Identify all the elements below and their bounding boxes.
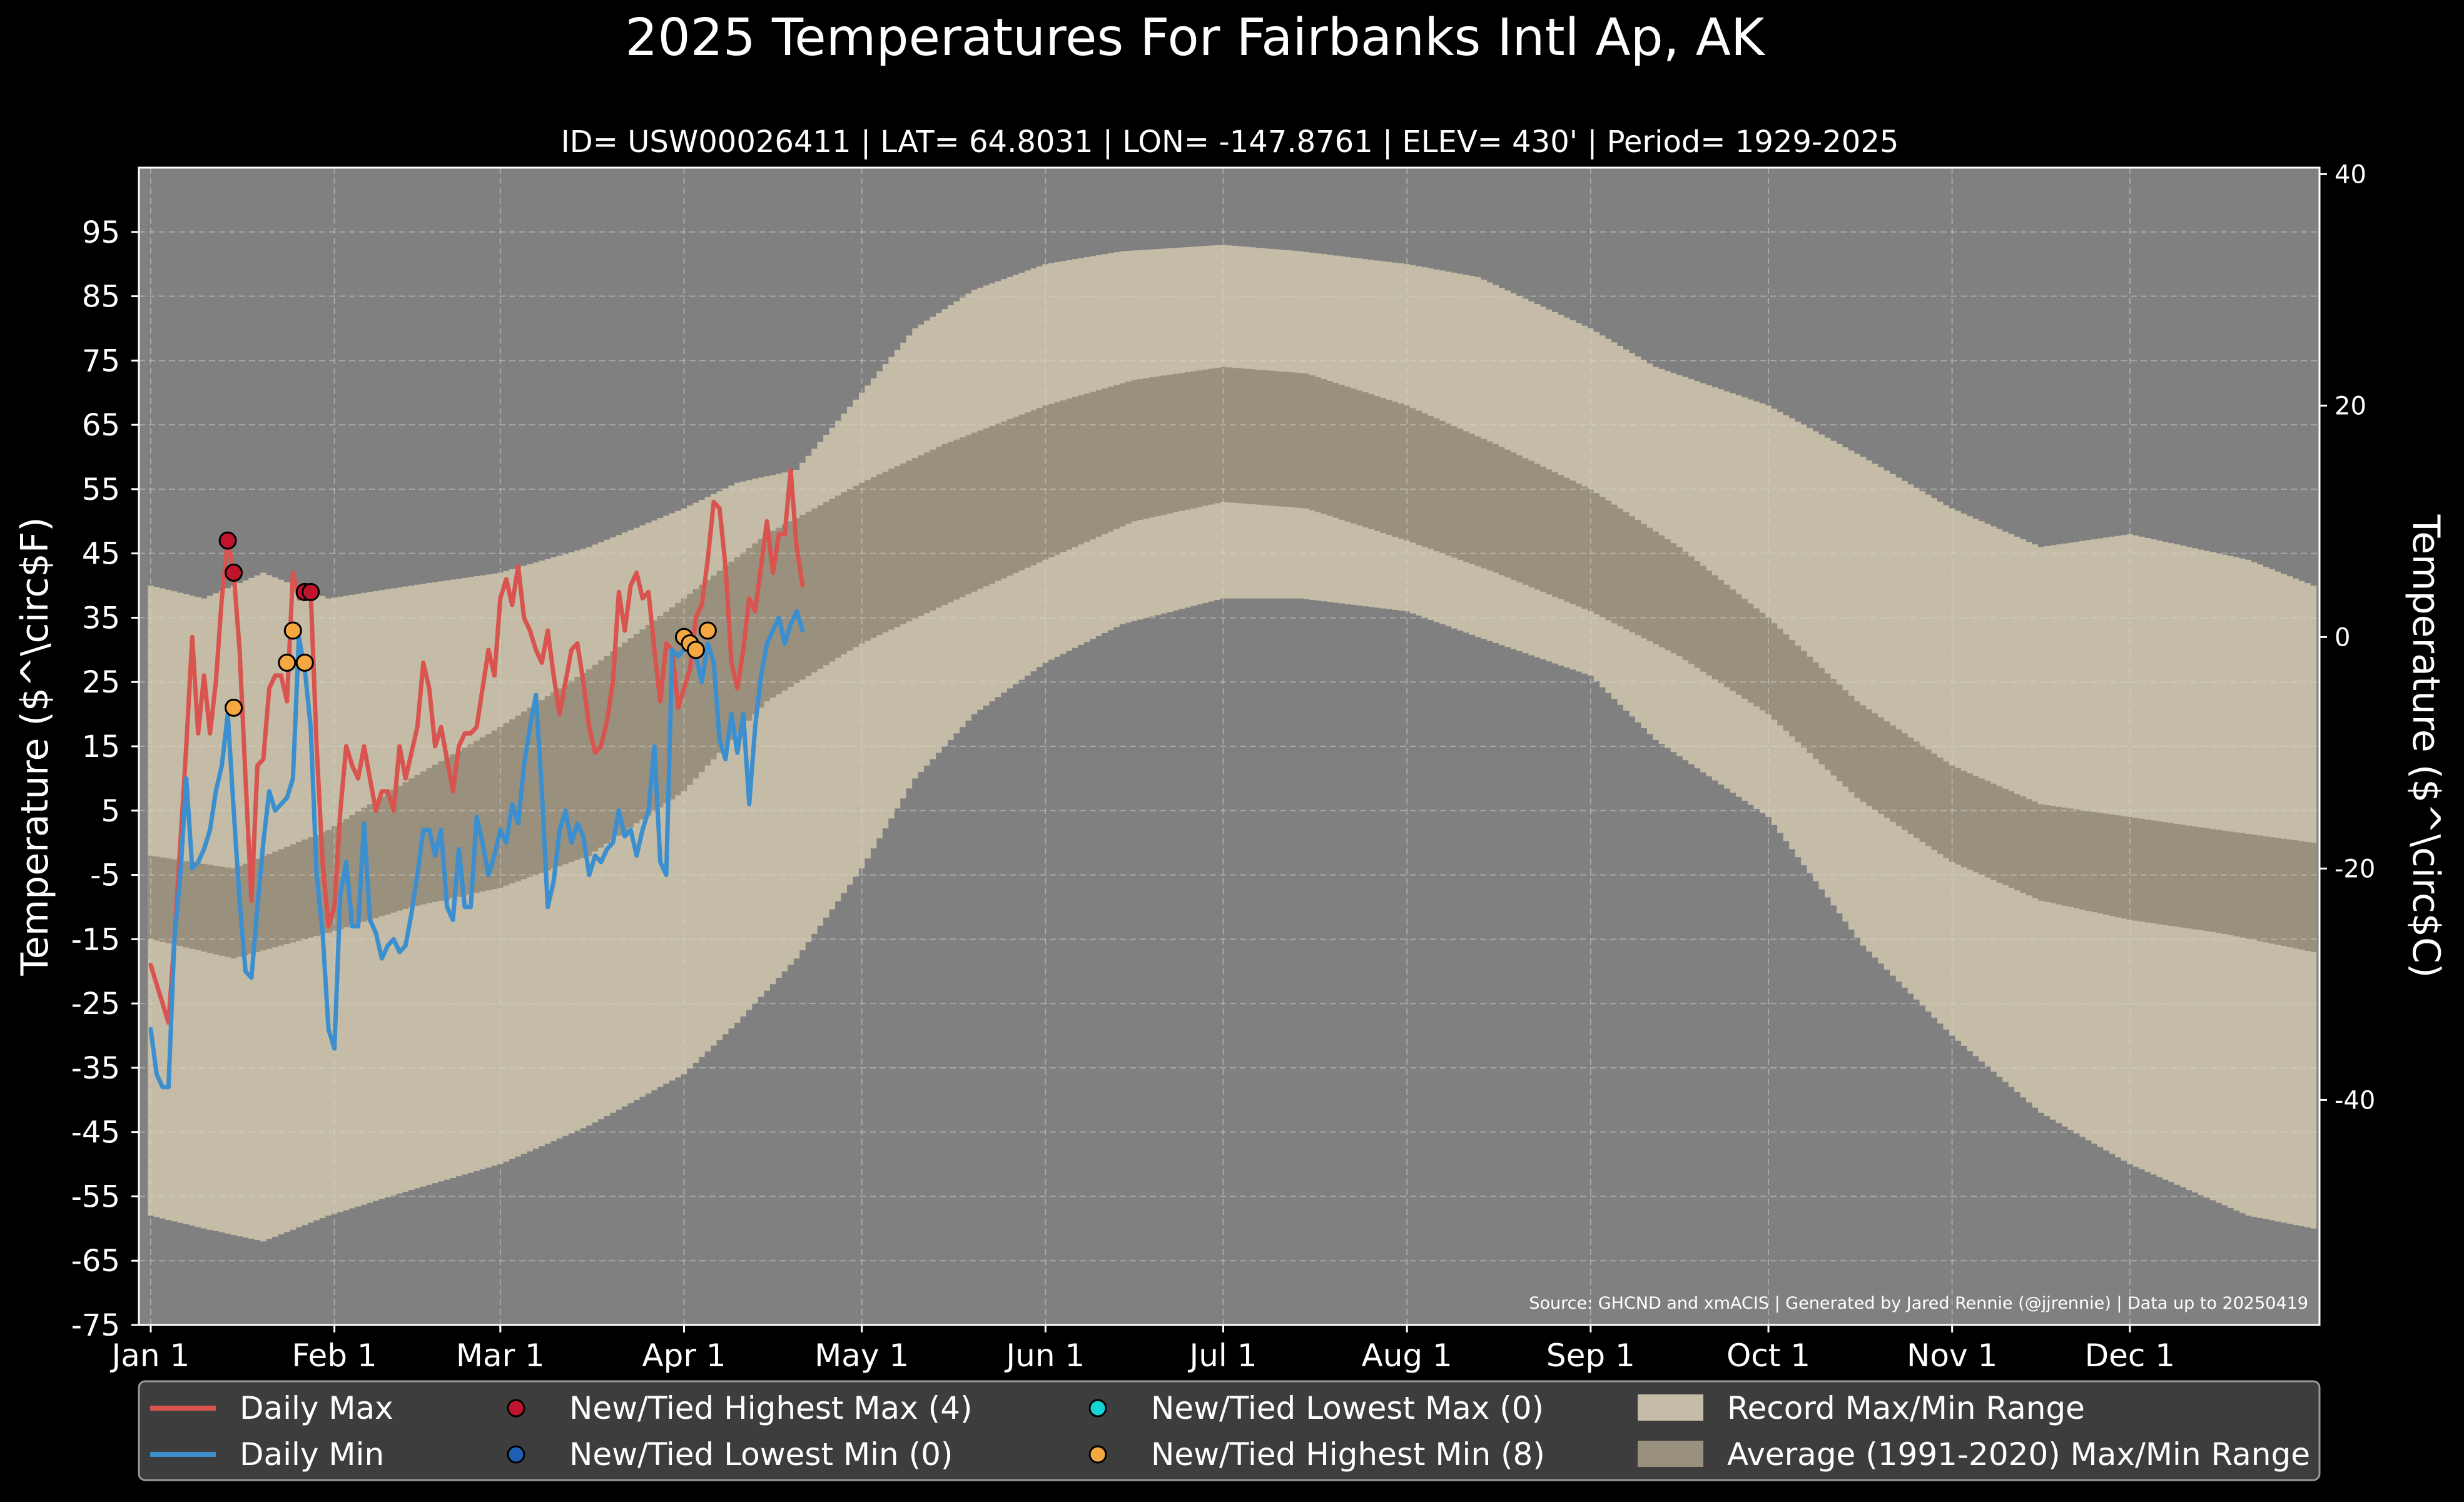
record-marker <box>225 564 243 582</box>
x-tick-label: Oct 1 <box>1726 1337 1810 1374</box>
legend-swatch-dot <box>507 1399 525 1418</box>
y-tick-label: 5 <box>101 794 120 829</box>
y-tick-label: 85 <box>82 280 120 315</box>
x-tick-label: Aug 1 <box>1362 1337 1453 1374</box>
legend-label: Average (1991-2020) Max/Min Range <box>1727 1436 2310 1473</box>
average-range-band <box>148 367 2317 959</box>
x-tick-label: Jul 1 <box>1188 1337 1257 1374</box>
legend-swatch-dot <box>1088 1399 1107 1418</box>
legend-box <box>138 1380 2321 1481</box>
x-tick-label: Apr 1 <box>642 1337 726 1374</box>
y-axis-title: Temperature ($^\circ$F) <box>13 517 57 976</box>
record-marker <box>218 531 237 550</box>
axes: -75-65-55-45-35-25-15-551525354555657585… <box>13 160 2448 1374</box>
x-tick-label: Feb 1 <box>292 1337 377 1374</box>
y-tick-label: 55 <box>82 472 120 507</box>
record-marker <box>302 582 320 601</box>
legend-label: Daily Max <box>240 1390 393 1426</box>
x-tick-label: Jan 1 <box>110 1337 190 1374</box>
legend-label: Record Max/Min Range <box>1727 1390 2085 1426</box>
y-right-tick-label: 0 <box>2335 623 2350 652</box>
legend-label: New/Tied Highest Max (4) <box>569 1390 973 1426</box>
record-marker <box>686 641 705 659</box>
y-tick-label: -15 <box>71 922 120 957</box>
y-right-tick-label: -40 <box>2335 1086 2375 1115</box>
record-marker <box>225 698 243 717</box>
legend-swatch-dot <box>1088 1445 1107 1464</box>
y-tick-label: -65 <box>71 1244 120 1279</box>
chart-title: 2025 Temperatures For Fairbanks Intl Ap,… <box>625 8 1766 68</box>
y-tick-label: -75 <box>71 1308 120 1343</box>
record-marker <box>283 621 302 640</box>
x-tick-label: Jun 1 <box>1004 1337 1085 1374</box>
record-marker <box>295 653 314 672</box>
y-tick-label: 75 <box>82 343 120 378</box>
daily-max-line <box>148 467 805 1025</box>
legend-swatch-dot <box>507 1445 525 1464</box>
plot-area: Source: GHCND and xmACIS | Generated by … <box>139 168 2320 1325</box>
y-tick-label: 95 <box>82 215 120 250</box>
y-tick-label: -55 <box>71 1179 120 1214</box>
legend-label: New/Tied Lowest Max (0) <box>1151 1390 1544 1426</box>
chart-subtitle: ID= USW00026411 | LAT= 64.8031 | LON= -1… <box>561 124 1899 160</box>
x-tick-label: May 1 <box>814 1337 909 1374</box>
legend-swatch-patch <box>1638 1394 1703 1421</box>
y-right-tick-label: 40 <box>2335 160 2366 189</box>
legend-label: Daily Min <box>240 1436 384 1473</box>
y-right-tick-label: -20 <box>2335 855 2375 883</box>
y-tick-label: -45 <box>71 1115 120 1150</box>
legend: Daily Max Daily Min New/Tied Highest Max (… <box>138 1380 2321 1481</box>
legend-swatch-patch <box>1638 1441 1703 1467</box>
x-tick-label: Mar 1 <box>456 1337 545 1374</box>
source-note: Source: GHCND and xmACIS | Generated by … <box>1529 1294 2308 1313</box>
x-tick-label: Nov 1 <box>1907 1337 1997 1374</box>
y-tick-label: 25 <box>82 665 120 700</box>
y-tick-label: 35 <box>82 601 120 636</box>
legend-label: New/Tied Lowest Min (0) <box>569 1436 953 1473</box>
y-right-axis-title: Temperature ($^\circ$C) <box>2404 514 2448 978</box>
record-marker <box>698 621 717 640</box>
y-right-tick-label: 20 <box>2335 392 2366 420</box>
legend-label: New/Tied Highest Min (8) <box>1151 1436 1545 1473</box>
record-range-band <box>148 245 2317 1242</box>
y-tick-label: -35 <box>71 1051 120 1086</box>
y-tick-label: 65 <box>82 408 120 443</box>
record-marker <box>278 653 297 672</box>
x-tick-label: Dec 1 <box>2085 1337 2175 1374</box>
y-tick-label: 15 <box>82 729 120 764</box>
y-tick-label: 45 <box>82 537 120 572</box>
y-tick-label: -25 <box>71 987 120 1022</box>
y-tick-label: -5 <box>90 858 120 893</box>
x-tick-label: Sep 1 <box>1546 1337 1635 1374</box>
